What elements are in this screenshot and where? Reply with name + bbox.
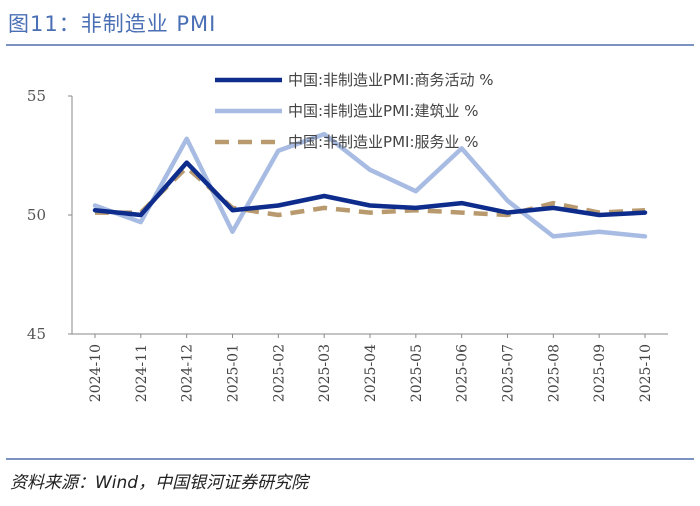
x-tick-label: 2024-11	[134, 344, 150, 402]
source-note: 资料来源：Wind，中国银河证券研究院	[10, 473, 309, 493]
x-tick-label: 2024-10	[88, 344, 104, 402]
series-line-1	[92, 131, 648, 239]
chart-axes: 45 50 55 2024-10 2024-11 2024-12 2025-01 2025-0…	[27, 87, 668, 402]
bottom-divider	[6, 458, 694, 460]
x-tick-label: 2025-02	[271, 344, 287, 402]
x-tick-label: 2025-03	[317, 344, 333, 402]
figure-title: 图11：非制造业 PMI	[8, 12, 217, 36]
chart-legend: 中国:非制造业PMI:商务活动 % 中国:非制造业PMI:建筑业 % 中国:非制造业…	[215, 71, 494, 151]
x-tick-label: 2025-08	[546, 344, 562, 402]
y-tick-label: 45	[27, 325, 46, 343]
legend-label-2: 中国:非制造业PMI:服务业 %	[288, 133, 479, 151]
x-tick-label: 2025-05	[409, 344, 425, 402]
y-tick-label: 55	[27, 87, 46, 105]
y-tick-label: 50	[27, 206, 46, 224]
x-tick-label: 2025-06	[455, 344, 471, 402]
x-tick-label: 2024-12	[180, 344, 196, 402]
series-line-0	[92, 160, 648, 218]
legend-label-0: 中国:非制造业PMI:商务活动 %	[288, 71, 494, 89]
x-tick-label: 2025-01	[226, 344, 242, 402]
top-divider	[6, 44, 694, 46]
series-layer	[92, 131, 648, 239]
legend-label-1: 中国:非制造业PMI:建筑业 %	[288, 102, 479, 120]
x-tick-label: 2025-07	[501, 344, 517, 402]
series-line-2	[95, 165, 646, 218]
x-tick-label: 2025-04	[363, 344, 379, 402]
x-tick-label: 2025-10	[638, 344, 654, 402]
x-tick-label: 2025-09	[592, 344, 608, 402]
